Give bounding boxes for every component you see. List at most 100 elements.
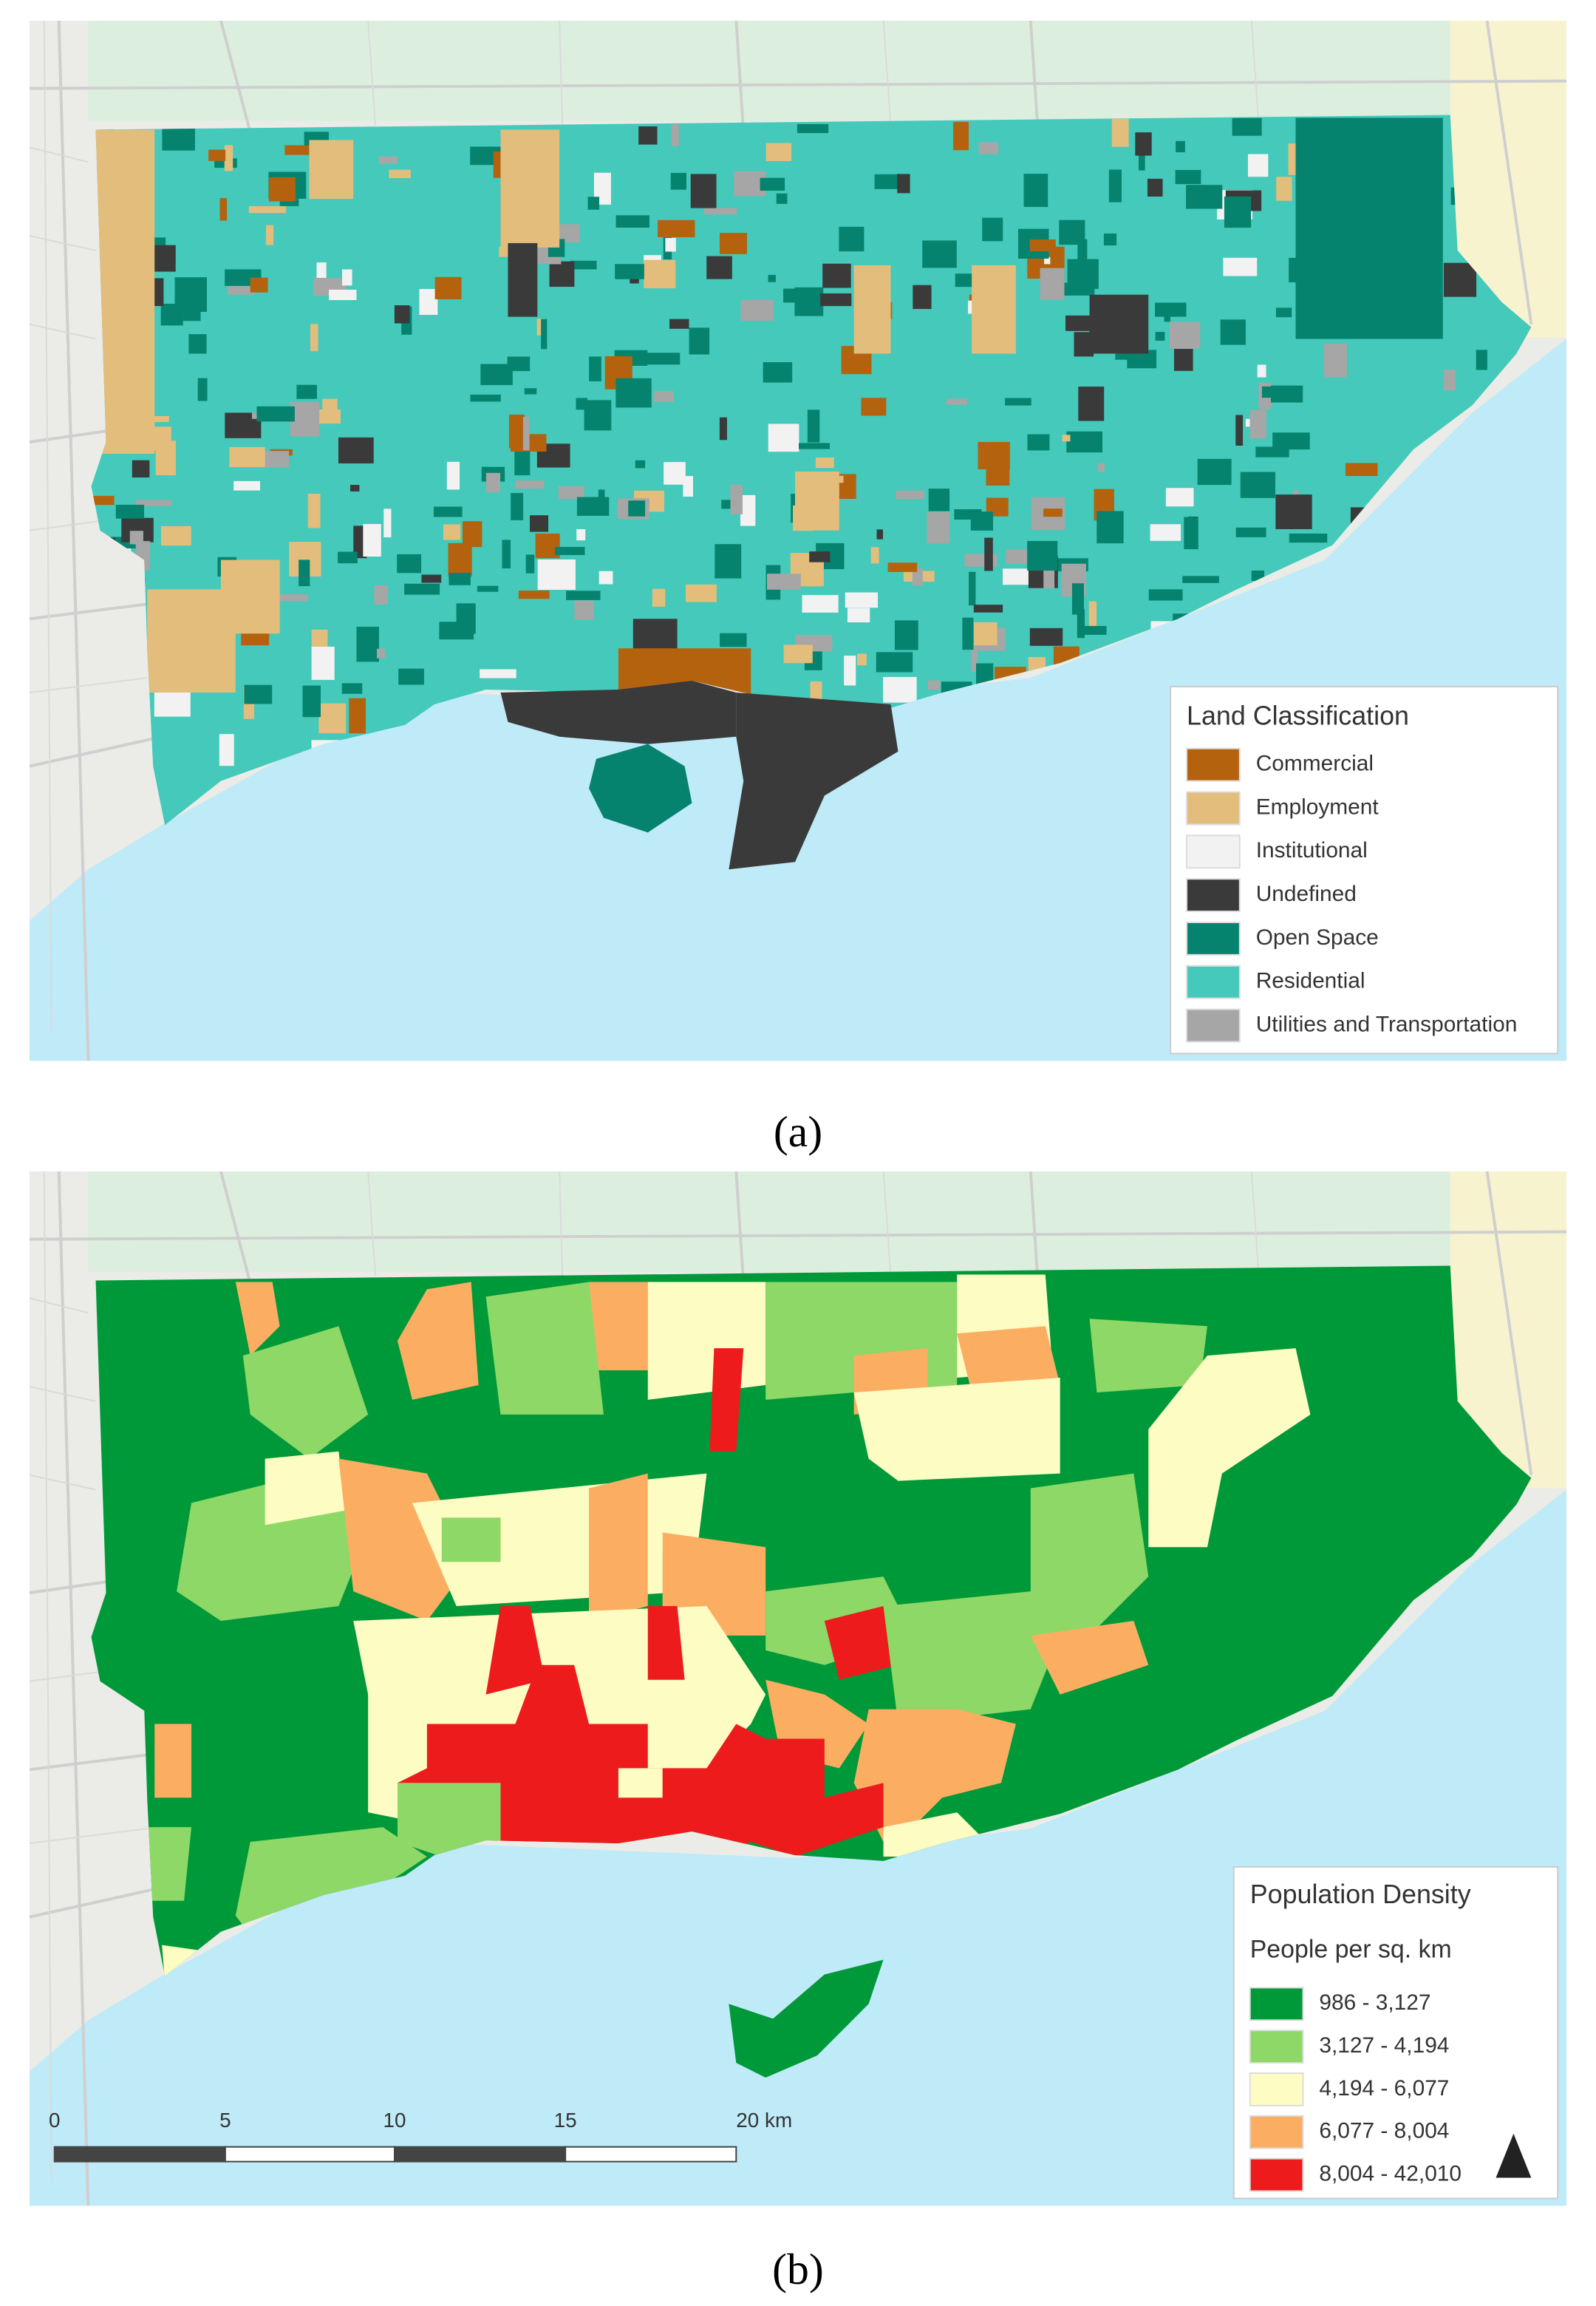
land-patch <box>1027 434 1050 451</box>
land-patch <box>154 633 192 693</box>
land-patch <box>378 156 398 164</box>
land-patch <box>248 205 287 214</box>
land-patch <box>421 574 442 583</box>
land-patch <box>220 560 280 634</box>
land-patch <box>244 684 273 704</box>
legend-swatch <box>1186 922 1241 956</box>
legend-subtitle: People per sq. km <box>1250 1935 1452 1963</box>
land-patch <box>485 472 501 493</box>
land-patch <box>839 226 864 252</box>
land-patch <box>448 543 472 577</box>
land-patch <box>530 515 549 532</box>
land-patch <box>584 400 612 431</box>
land-patch <box>922 240 957 268</box>
density-regions <box>117 1274 1311 1976</box>
land-patch <box>480 669 516 678</box>
land-patch <box>256 406 295 422</box>
land-patch <box>394 305 410 324</box>
legend-swatch <box>1186 878 1241 913</box>
land-patch <box>1443 370 1456 391</box>
land-patch <box>1135 132 1152 156</box>
land-patch <box>554 546 585 555</box>
land-patch <box>1003 568 1029 585</box>
land-patch <box>1267 385 1303 403</box>
land-patch <box>953 121 969 151</box>
land-patch <box>574 600 594 620</box>
land-patch <box>350 485 360 492</box>
land-patch <box>1443 262 1477 297</box>
legend-swatch <box>1186 791 1241 826</box>
land-patch <box>419 288 438 315</box>
legend-swatch <box>1249 2072 1304 2106</box>
land-patch <box>338 437 374 463</box>
land-patch <box>986 466 1010 486</box>
scale-segment <box>394 2146 567 2163</box>
land-patch <box>250 277 268 293</box>
legend: Population Density People per sq. km 986 -… <box>1232 1865 1559 2200</box>
land-patch <box>404 583 440 595</box>
land-patch <box>1249 409 1266 439</box>
legend-title: Land Classification <box>1187 701 1409 730</box>
land-patch <box>641 353 681 365</box>
legend-label: Open Space <box>1256 925 1379 950</box>
legend-label: 3,127 - 4,194 <box>1319 2033 1449 2058</box>
land-patch <box>132 460 150 478</box>
scale-bar: 0 5 10 15 20 km <box>49 2109 792 2163</box>
land-patch <box>1027 540 1058 571</box>
land-patch <box>1023 174 1048 208</box>
land-patch <box>1077 608 1085 639</box>
land-patch <box>670 172 687 190</box>
land-patch <box>638 126 658 145</box>
land-patch <box>1257 364 1266 378</box>
land-patch <box>927 511 949 544</box>
land-patch <box>1295 118 1443 339</box>
land-patch <box>299 560 310 587</box>
land-patch <box>845 592 879 608</box>
land-patch <box>377 648 386 659</box>
land-patch <box>740 494 756 526</box>
land-patch <box>397 554 422 574</box>
land-patch <box>151 245 176 272</box>
land-patch <box>389 169 411 178</box>
land-patch <box>329 289 357 300</box>
land-patch <box>1155 332 1165 341</box>
land-patch <box>654 390 674 403</box>
land-patch <box>1005 398 1031 406</box>
legend-swatch <box>1249 2115 1304 2149</box>
land-patch <box>768 274 776 282</box>
scale-label: 15 <box>554 2109 577 2132</box>
land-patch <box>635 460 646 469</box>
scale-segment <box>565 2146 737 2163</box>
land-patch <box>462 521 482 548</box>
land-patch <box>302 685 321 718</box>
land-patch <box>876 529 883 540</box>
map-b <box>29 1171 1567 2206</box>
land-patch <box>706 256 732 279</box>
land-patch <box>1147 178 1163 197</box>
legend-swatch <box>1186 834 1241 869</box>
caption: (a) <box>774 1107 822 1156</box>
land-patch <box>310 324 318 352</box>
port-lands <box>500 681 737 744</box>
land-patch <box>1040 268 1065 300</box>
land-patch <box>1176 140 1185 153</box>
land-patch <box>896 490 925 500</box>
land-patch <box>853 265 891 354</box>
land-patch <box>558 486 584 499</box>
land-patch <box>1097 511 1124 544</box>
land-patch <box>1111 118 1129 147</box>
legend-label: 6,077 - 8,004 <box>1319 2119 1449 2143</box>
land-patch <box>644 259 676 289</box>
land-patch <box>969 571 976 606</box>
land-patch <box>644 255 661 263</box>
legend-label: Employment <box>1256 795 1380 819</box>
land-patch <box>720 633 747 647</box>
island <box>729 1959 884 2078</box>
land-patch <box>715 544 742 579</box>
land-patch <box>615 378 652 408</box>
legend-swatch <box>1186 965 1241 999</box>
land-patch <box>1062 435 1071 442</box>
land-patch <box>155 441 177 476</box>
land-patch <box>1276 177 1292 201</box>
